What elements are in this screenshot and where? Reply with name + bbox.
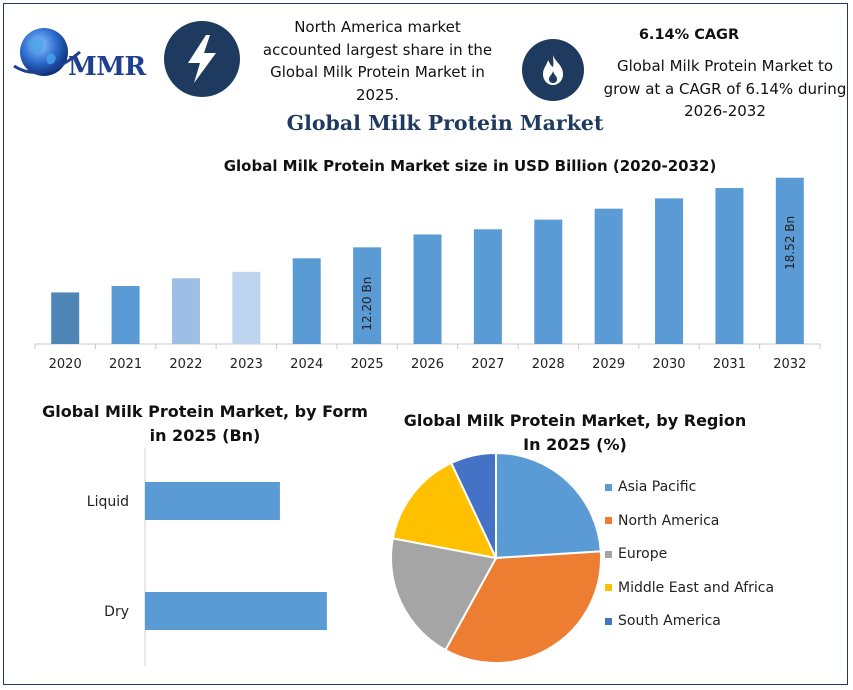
main-title: Global Milk Protein Market [286,111,604,135]
legend-swatch [605,517,612,524]
legend-item: Middle East and Africa [605,580,774,596]
x-tick-label: 2023 [230,357,263,372]
bar-2027 [473,229,502,344]
legend-label: Europe [618,546,668,562]
pie-legend: Asia Pacific North America Europe Middle Ea… [605,479,805,639]
page-frame [3,3,848,685]
legend-label: Asia Pacific [618,479,697,495]
cagr-text: Global Milk Protein Market to grow at a … [603,57,847,120]
globe-icon [13,28,81,76]
bar-2021 [111,286,140,344]
legend-label: North America [618,512,720,529]
info-left-text: North America market accounted largest s… [262,18,493,104]
bar-2020 [51,292,80,344]
x-tick-label: 2028 [532,357,565,372]
legend-label: South America [618,613,721,629]
x-tick-label: 2032 [773,357,806,372]
bar-2028 [534,219,563,344]
region-chart-title: Global Milk Protein Market, by Region In… [403,411,747,454]
bar-2029 [594,208,623,344]
form-chart-title: Global Milk Protein Market, by Form in 2… [42,402,368,445]
bar-2030 [655,198,684,344]
legend-item: South America [605,613,721,629]
logo-text: MMR [68,52,146,82]
legend-swatch [605,584,612,591]
x-tick-label: 2025 [351,357,384,372]
x-tick-label: 2026 [411,357,444,372]
x-tick-label: 2021 [109,357,142,372]
legend-item: Asia Pacific [605,479,696,495]
x-tick-label: 2024 [290,357,323,372]
flame-icon [522,39,584,101]
legend-swatch [605,550,612,558]
legend-item: North America [605,513,719,529]
bar-2032 [775,177,804,344]
legend-swatch [605,483,612,491]
bar-chart-title: Global Milk Protein Market size in USD B… [223,157,717,175]
x-tick-label: 2027 [471,357,504,372]
bar-2025 [353,247,382,344]
cagr-title: 6.14% CAGR [638,27,740,43]
legend-label: Middle East and Africa [618,579,775,596]
bar-2023 [232,271,261,344]
x-tick-label: 2022 [169,357,202,372]
mmr-logo: MMR [12,22,160,88]
bar-2031 [715,188,744,344]
x-tick-label: 2030 [652,357,685,372]
legend-swatch [605,617,612,625]
bar-2026 [413,234,442,344]
x-tick-label: 2031 [713,357,746,372]
data-label: 12.20 Bn [360,277,374,331]
bar-2024 [292,258,321,344]
legend-item: Europe [605,546,667,562]
data-label: 18.52 Bn [783,216,797,270]
bar-2022 [171,278,200,344]
x-tick-label: 2020 [49,357,82,372]
lightning-bolt-icon [164,21,240,97]
x-tick-label: 2029 [592,357,625,372]
